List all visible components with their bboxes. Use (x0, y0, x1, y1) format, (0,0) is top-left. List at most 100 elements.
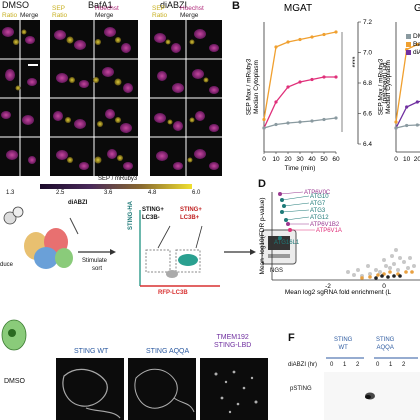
gene-label: ATP6V1B2 (310, 222, 340, 228)
col-label-sting-aqqa: STING AQQA (146, 348, 190, 355)
panel-letter-d: D (258, 178, 266, 190)
scatter-point (374, 268, 378, 272)
label-leader (285, 216, 310, 221)
ga-series-point (415, 42, 419, 47)
mgat-series-point (334, 116, 338, 120)
cell-cluster-icon (3, 206, 24, 225)
panel-letter-b: B (232, 0, 240, 12)
y2-label-mgat: pH (predicted) (381, 62, 388, 103)
gene-label: ATG16L1 (274, 240, 300, 246)
ch-ratio-3: Ratio (152, 12, 168, 19)
mgat-series-point (310, 35, 314, 39)
scatter-point (352, 273, 356, 277)
legend-swatch (406, 42, 411, 47)
x-tick-label-mgat: 30 (296, 156, 304, 163)
scatter-point (398, 274, 402, 278)
ch-hoechst-2: Hoechst (95, 5, 119, 12)
colorbar-tick-0: 1.3 (6, 190, 15, 196)
scatter-point (380, 274, 384, 278)
col-label-tmem192: TMEM192 STING-LBD (214, 334, 252, 349)
scatter-point-labeled (278, 236, 282, 240)
y2-tick-label-mgat: 6.6 (363, 111, 372, 118)
cell-illustration-icon (1, 319, 27, 351)
mgat-series-point (274, 122, 278, 127)
scatter-point (406, 266, 410, 270)
legend-swatch (406, 34, 411, 39)
x-tick-label-mgat: 20 (284, 156, 292, 163)
x-tick-label-mgat: 50 (320, 156, 328, 163)
label-leader (279, 191, 304, 195)
group-label-sting-aqqa: STING AQQA (376, 337, 395, 351)
gate-right-label: STING+ LC3B+ (180, 207, 202, 221)
chart-title-ga: GA (414, 3, 420, 14)
mgat-series-point (310, 119, 314, 123)
cell-mix-icon (24, 228, 73, 269)
western-blot (324, 372, 420, 420)
x-tick-label-ga: 20 (414, 156, 420, 163)
colorbar-tick-2: 3.6 (104, 190, 113, 196)
scatter-point (404, 270, 408, 274)
ga-series-point (394, 126, 398, 130)
mgat-series-point (286, 40, 290, 44)
scatter-point (378, 270, 382, 274)
panel-letter-f: F (288, 332, 295, 344)
colorbar-gradient (40, 184, 192, 189)
mgat-series-point (334, 30, 338, 34)
scatter-point (388, 266, 392, 270)
y-label-mgat-line2: Median Cytoplasm (253, 60, 260, 114)
drug-label: diABZI (68, 200, 88, 206)
step-stimulate-label: Stimulate (82, 258, 108, 264)
y-label-volcano: Mean -log10(FDR p-value) (259, 198, 266, 275)
col-label-sting-wt: STING WT (74, 348, 109, 355)
scatter-point (392, 262, 396, 266)
scatter-point (368, 272, 372, 276)
gene-label: ATG7 (310, 201, 326, 207)
micrograph-grid (0, 20, 222, 176)
colorbar-tick-4: 6.0 (192, 190, 201, 196)
gate-left-label: STING+ LC3B- (142, 207, 164, 221)
scatter-point (384, 264, 388, 268)
y-label-mgat: SEP Max / mRuby3Median Cytoplasm (246, 58, 260, 115)
mgat-series-point (298, 80, 302, 84)
timepoint-0: 0 (330, 362, 334, 368)
scatter-point (356, 268, 360, 272)
mgat-series-point (322, 32, 326, 37)
scatter-point (368, 275, 372, 279)
mgat-series-line (263, 31, 337, 120)
x-tick-label-ga: 0 (394, 156, 398, 163)
legend-swatch (406, 50, 411, 55)
mgat-series-point (262, 117, 266, 122)
condition-label-dmso: DMSO (2, 0, 29, 10)
timepoint-1: 1 (343, 362, 347, 368)
ga-series-line (395, 100, 420, 129)
mgat-series-point (262, 126, 266, 130)
row-label-dmso: DMSO (4, 378, 25, 385)
mgat-series-point (322, 117, 326, 122)
scatter-point (390, 254, 394, 258)
gene-label: ATP6V0C (304, 190, 331, 196)
scatter-point (382, 258, 386, 262)
treatment-label: diABZI (hr) (288, 362, 318, 368)
group-underlines (326, 357, 418, 359)
scatter-point (376, 273, 380, 277)
colorbar-label: SEP / mRuby3 (98, 176, 138, 182)
ch-sep-2: SEP (52, 5, 66, 12)
chart-title-mgat: MGAT (284, 3, 312, 14)
scatter-point (412, 264, 416, 268)
ga-series-point (415, 123, 419, 127)
scatter-point (394, 248, 398, 252)
scatter-point (402, 260, 406, 264)
scatter-point (388, 270, 392, 274)
legend-label: diABZI (413, 49, 420, 56)
panel-a: DMSO BafA1 diABZI Ratio Merge SEP Hoechs… (0, 0, 222, 176)
colorbar-tick-3: 4.8 (148, 190, 157, 196)
scatter-point (374, 276, 378, 280)
ga-series-point (405, 105, 409, 109)
group-label-sting-wt: STING WT (334, 337, 353, 351)
significance-label: **** (348, 57, 355, 68)
x-tick-label-volcano: -2 (325, 283, 331, 290)
x-label-volcano: Mean log2 sgRNA fold enrichment (L (285, 289, 392, 296)
mgat-series-point (322, 75, 326, 79)
x-axis-rfp-lc3b: RFP-LC3B (158, 290, 188, 296)
